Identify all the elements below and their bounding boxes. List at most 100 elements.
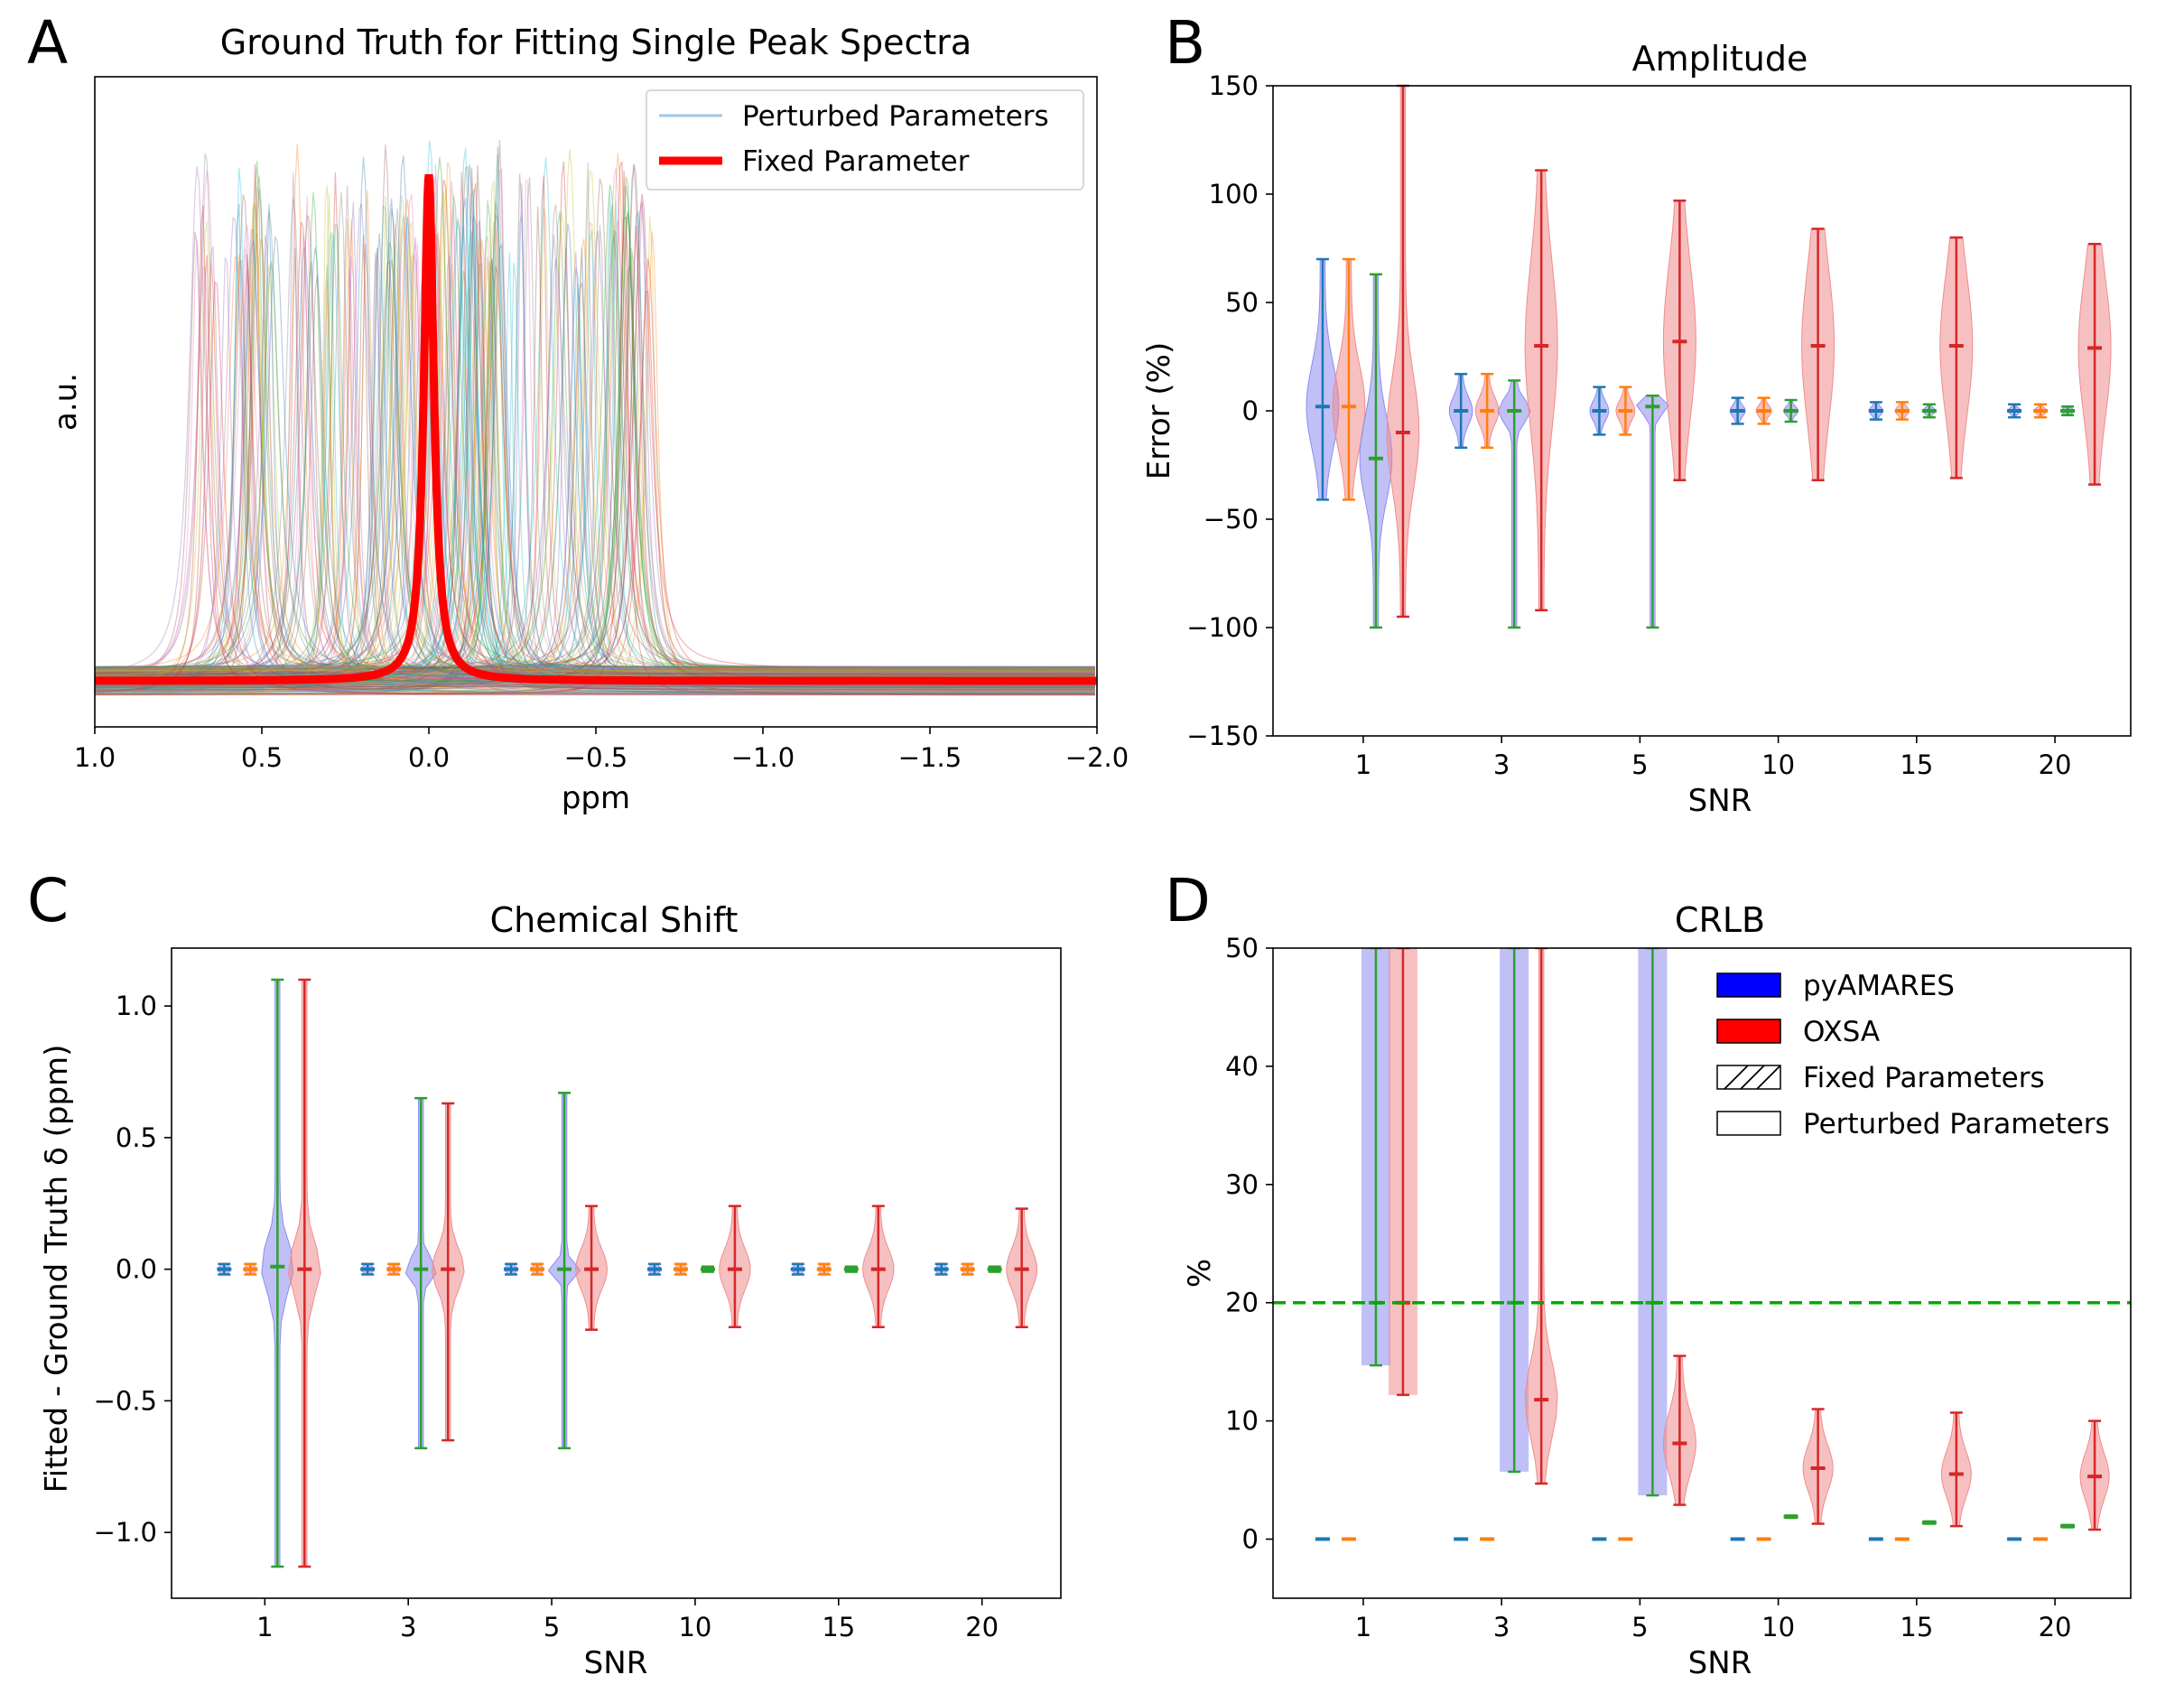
x-tick-label: 20 <box>2039 1612 2072 1642</box>
legend-hatch-fixed-params <box>1724 1065 1781 1090</box>
x-tick-label: 5 <box>1631 749 1648 780</box>
perturbed-spectrum-line <box>95 239 1095 673</box>
panel-a-legend: Perturbed Parameters Fixed Parameter <box>646 89 1084 191</box>
perturbed-spectrum-line <box>95 261 1095 670</box>
perturbed-spectrum-line <box>95 265 1095 675</box>
perturbed-spectrum-line <box>95 238 1095 677</box>
perturbed-spectrum-line <box>95 178 1095 671</box>
perturbed-spectrum-line <box>95 192 1095 672</box>
perturbed-spectrum-line <box>95 215 1095 677</box>
panel-a-x-ticks: 1.0 0.5 0.0 −0.5 −1.0 −1.5 −2.0 <box>74 727 1129 773</box>
y-tick-label: 30 <box>1225 1169 1259 1200</box>
perturbed-spectrum-line <box>95 181 1095 676</box>
perturbed-spectrum-line <box>95 185 1095 677</box>
perturbed-spectrum-line <box>95 185 1095 671</box>
legend-swatch-fixed-params <box>1716 1065 1781 1090</box>
perturbed-spectrum-line <box>95 156 1095 668</box>
legend-label-perturbed: Perturbed Parameters <box>742 100 1049 133</box>
perturbed-spectrum-line <box>95 258 1095 671</box>
y-tick-label: −1.0 <box>94 1517 157 1548</box>
perturbed-spectrum-line <box>95 242 1095 677</box>
panel-a-title: Ground Truth for Fitting Single Peak Spe… <box>220 23 971 62</box>
perturbed-spectrum-line <box>95 165 1095 692</box>
perturbed-spectrum-line <box>95 247 1095 675</box>
perturbed-spectrum-line <box>95 231 1095 688</box>
panel-letter-c: C <box>27 866 69 935</box>
legend-swatch-pyamares <box>1716 972 1781 998</box>
x-tick-label: 5 <box>1631 1612 1648 1642</box>
panel-letter-b: B <box>1165 8 1205 78</box>
panel-d: CRLB 1 3 5 10 15 20 50 40 30 20 10 0 SNR % pyAMARES… <box>1182 900 2132 1681</box>
panel-b-xlabel: SNR <box>1688 783 1752 819</box>
perturbed-spectrum-line <box>95 203 1095 668</box>
panel-a: Ground Truth for Fitting Single Peak Spe… <box>48 23 1129 816</box>
perturbed-spectrum-line <box>95 216 1095 670</box>
perturbed-spectrum-line <box>95 233 1095 667</box>
x-tick-label: 1 <box>1355 1612 1371 1642</box>
perturbed-spectrum-line <box>95 198 1095 693</box>
perturbed-spectrum-line <box>95 261 1095 690</box>
perturbed-spectrum-line <box>95 231 1095 694</box>
perturbed-spectrum-line <box>95 194 1095 693</box>
y-tick-label: 1.0 <box>116 991 157 1021</box>
perturbed-spectrum-line <box>95 233 1095 694</box>
perturbed-spectrum-line <box>95 280 1095 688</box>
perturbed-spectrum-line <box>95 228 1095 673</box>
perturbed-spectrum-line <box>95 264 1095 672</box>
perturbed-spectrum-line <box>95 200 1095 693</box>
perturbed-spectrum-line <box>95 169 1095 695</box>
panel-c-ticks: 1 3 5 10 15 20 1.0 0.5 0.0 −0.5 −1.0 <box>94 991 999 1642</box>
perturbed-spectrum-line <box>95 252 1095 690</box>
perturbed-spectrum-line <box>95 172 1095 696</box>
x-tick-label: 20 <box>965 1612 999 1642</box>
x-tick-label: 0.0 <box>408 742 450 773</box>
y-tick-label: 100 <box>1209 179 1259 209</box>
perturbed-spectrum-line <box>95 183 1095 691</box>
perturbed-spectrum-line <box>95 255 1095 696</box>
perturbed-spectrum-line <box>95 216 1095 696</box>
perturbed-spectrum-line <box>95 241 1095 672</box>
y-tick-label: 50 <box>1225 933 1259 963</box>
panel-c-xlabel: SNR <box>584 1645 648 1681</box>
legend-label-perturbed-params: Perturbed Parameters <box>1803 1108 2110 1140</box>
perturbed-spectrum-line <box>95 260 1095 675</box>
perturbed-spectrum-line <box>95 284 1095 693</box>
x-tick-label: 10 <box>1761 1612 1795 1642</box>
legend-label-oxsa: OXSA <box>1803 1016 1880 1048</box>
panel-c-ylabel: Fitted - Ground Truth δ (ppm) <box>39 1045 75 1493</box>
x-tick-label: 15 <box>1900 749 1933 780</box>
perturbed-spectrum-line <box>95 172 1095 688</box>
perturbed-spectrum-line <box>95 259 1095 672</box>
perturbed-spectrum-line <box>95 218 1095 688</box>
perturbed-spectrum-line <box>95 197 1095 693</box>
perturbed-spectrum-line <box>95 222 1095 695</box>
perturbed-spectrum-line <box>95 208 1095 676</box>
panel-b-title: Amplitude <box>1632 39 1808 79</box>
y-tick-label: −100 <box>1186 612 1259 643</box>
x-tick-label: 10 <box>1761 749 1795 780</box>
fixed-parameter-line <box>95 173 1097 685</box>
x-tick-label: 3 <box>1493 749 1510 780</box>
perturbed-spectrum-line <box>95 146 1095 674</box>
perturbed-spectrum-line <box>95 212 1095 669</box>
perturbed-spectrum-line <box>95 233 1095 676</box>
perturbed-spectrum-line <box>95 193 1095 670</box>
legend-label-fixed: Fixed Parameter <box>742 145 970 178</box>
perturbed-spectrum-line <box>95 230 1095 676</box>
perturbed-spectrum-line <box>95 219 1095 670</box>
x-tick-label: −2.0 <box>1065 742 1129 773</box>
perturbed-spectrum-line <box>95 166 1095 677</box>
y-tick-label: −150 <box>1186 721 1259 751</box>
x-tick-label: 1.0 <box>74 742 116 773</box>
legend-label-fixed-params: Fixed Parameters <box>1803 1062 2045 1094</box>
perturbed-spectrum-line <box>95 247 1095 676</box>
x-tick-label: −1.5 <box>898 742 962 773</box>
perturbed-spectrum-line <box>95 282 1095 688</box>
perturbed-spectrum-line <box>95 247 1095 686</box>
perturbed-spectrum-line <box>95 234 1095 672</box>
perturbed-spectrum-line <box>95 215 1095 689</box>
perturbed-spectrum-line <box>95 162 1095 691</box>
x-tick-label: −0.5 <box>564 742 627 773</box>
panel-letter-a: A <box>27 8 68 78</box>
perturbed-spectrum-line <box>95 190 1095 694</box>
